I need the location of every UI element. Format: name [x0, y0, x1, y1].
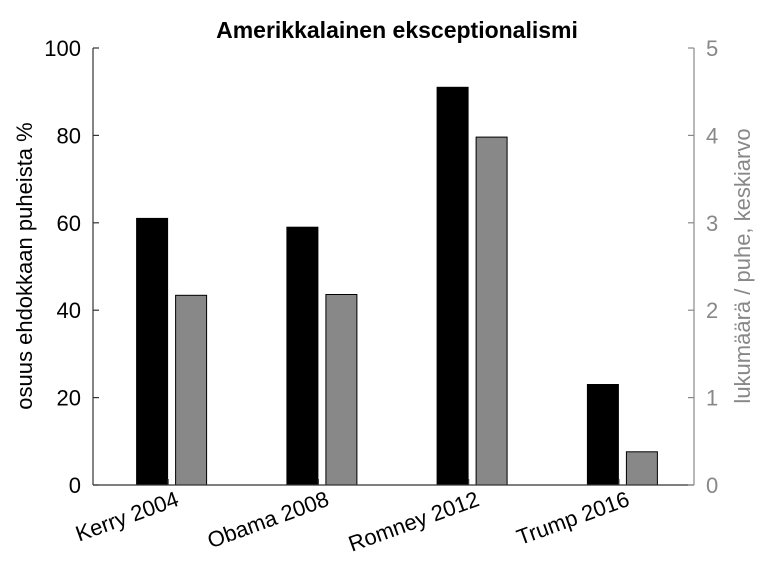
left-tick-label: 60 [57, 211, 81, 236]
right-tick-label: 1 [706, 386, 718, 411]
left-tick-label: 0 [69, 473, 81, 498]
left-tick-label: 40 [57, 298, 81, 323]
bar-series1-1 [286, 226, 319, 486]
right-tick-label: 2 [706, 298, 718, 323]
left-tick-label: 80 [57, 123, 81, 148]
category-labels: Kerry 2004 Obama 2008 Romney 2012 Trump 201… [72, 479, 633, 557]
category-label: Obama 2008 [204, 486, 332, 553]
axes-layer [92, 48, 695, 486]
right-axis-ticks: 0 1 2 3 4 5 [688, 36, 718, 498]
left-axis-ticks: 0 20 40 60 80 100 [44, 36, 99, 498]
bar-series2-0 [175, 294, 208, 486]
bar-series1-2 [436, 86, 469, 486]
left-tick-label: 20 [57, 386, 81, 411]
category-label: Trump 2016 [513, 486, 632, 550]
category-label: Kerry 2004 [72, 486, 182, 546]
y2-axis-label: lukumäärä / puhe, keskiarvo [730, 128, 755, 403]
bar-series1-3 [586, 384, 619, 486]
right-tick-label: 4 [706, 123, 718, 148]
y-axis-label: osuus ehdokkaan puheista % [12, 122, 37, 409]
left-tick-label: 100 [44, 36, 81, 61]
right-tick-label: 3 [706, 211, 718, 236]
bar-series2-3 [625, 451, 658, 486]
bar-series1-0 [136, 217, 169, 486]
chart-title: Amerikkalainen eksceptionalismi [216, 17, 578, 43]
bar-series2-2 [475, 136, 508, 486]
bars-layer [136, 86, 658, 486]
right-tick-label: 5 [706, 36, 718, 61]
right-tick-label: 0 [706, 473, 718, 498]
bar-series2-1 [325, 294, 358, 486]
category-label: Romney 2012 [345, 486, 482, 556]
